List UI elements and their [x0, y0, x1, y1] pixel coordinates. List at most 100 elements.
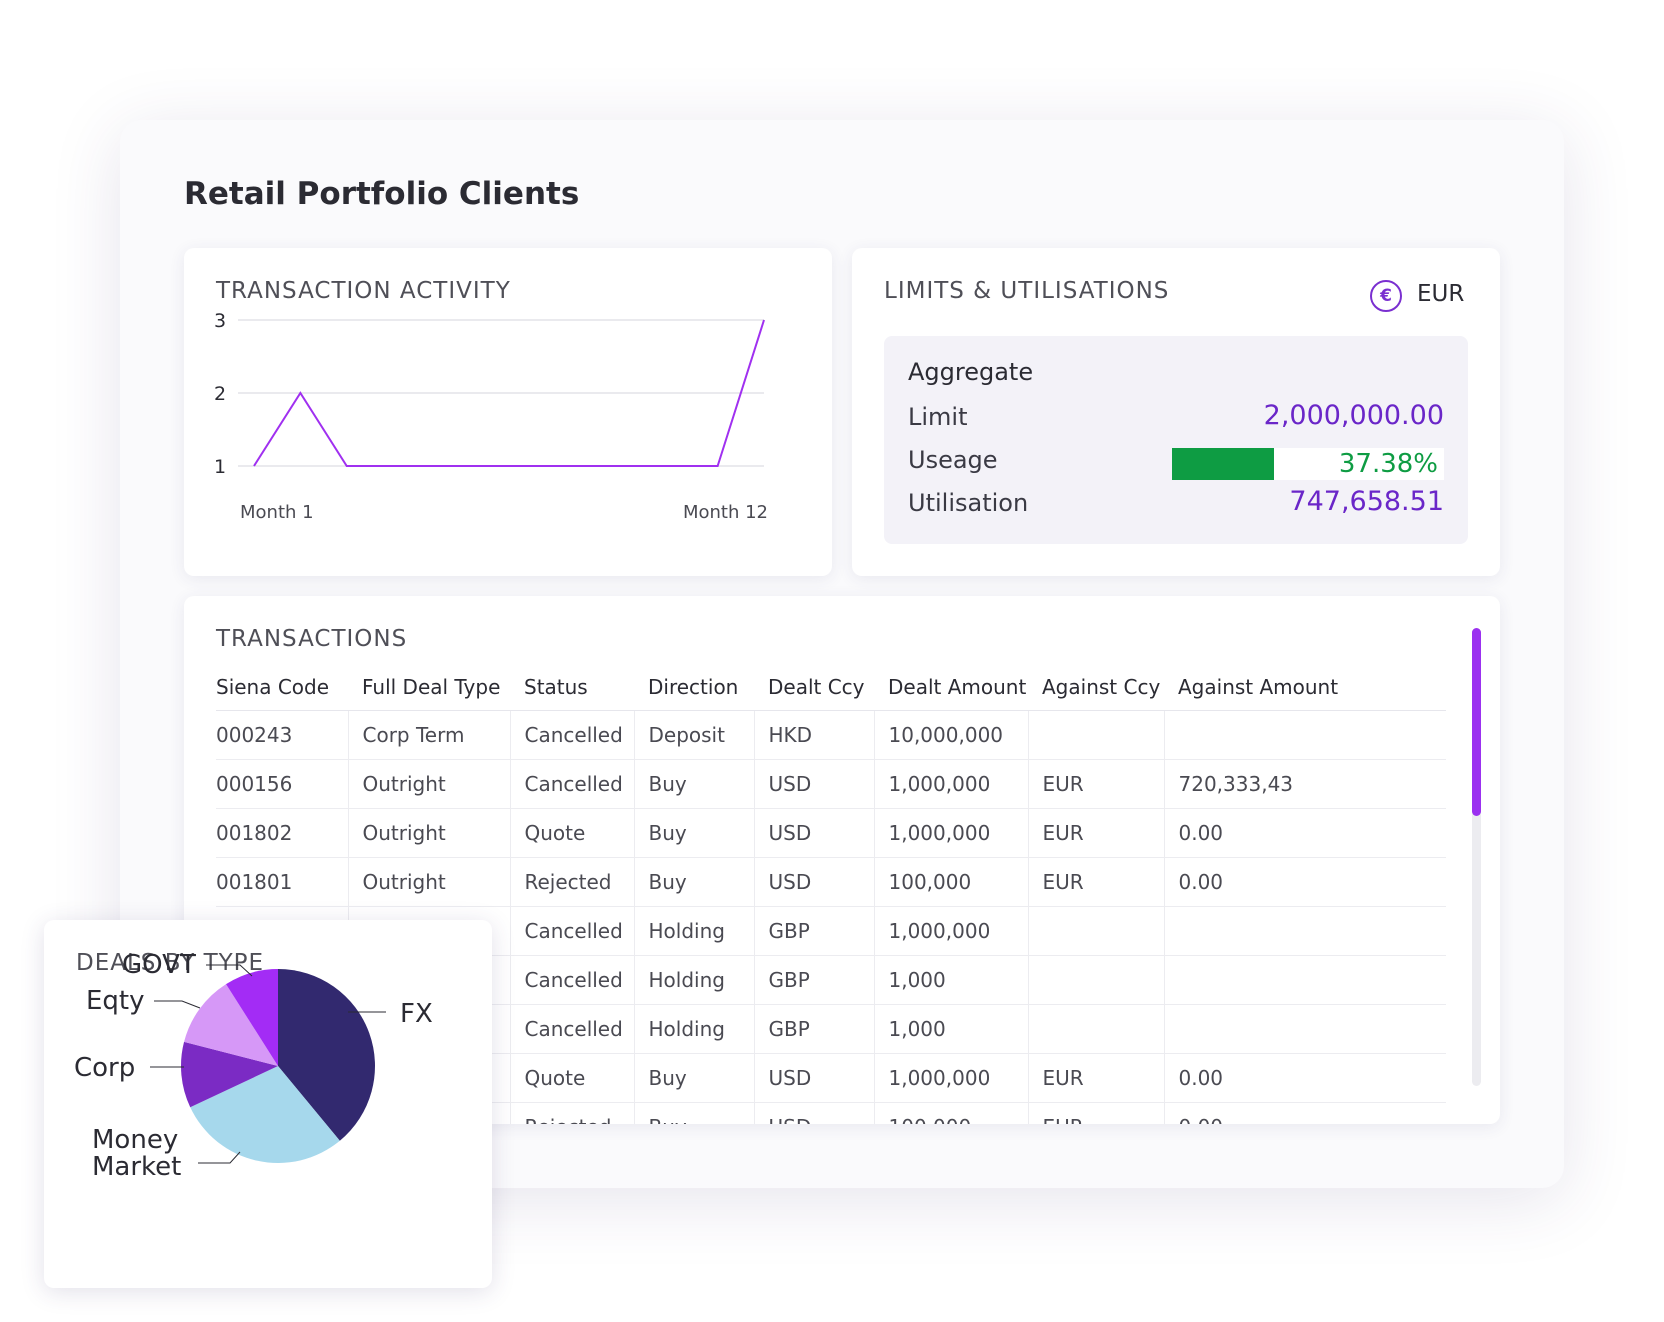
table-cell: Outright [347, 759, 510, 809]
page-title: Retail Portfolio Clients [184, 176, 580, 212]
pie-leader-line [198, 1151, 241, 1164]
pie-slice [190, 1066, 340, 1163]
limit-value: 2,000,000.00 [1263, 400, 1444, 431]
table-cell: Holding [633, 906, 754, 956]
pie-slice [181, 1041, 278, 1108]
limits-heading: LIMITS & UTILISATIONS [884, 278, 1170, 304]
table-cell: GBP [753, 955, 874, 1005]
table-body: 000243 Corp Term Cancelled Deposit HKD 10,000… [216, 710, 1446, 1124]
usage-bar: 37.38% [1172, 448, 1444, 480]
table-cell [1027, 955, 1164, 1005]
column-header[interactable]: Direction [634, 664, 754, 711]
pie-leader-line [206, 964, 253, 977]
pie-label: Money Market [92, 1125, 181, 1182]
table-row[interactable]: 000156 Outright Cancelled Buy USD 1,000,000 EU… [216, 759, 1446, 809]
table-cell: EUR [1027, 857, 1164, 907]
transaction-activity-panel: TRANSACTION ACTIVITY 1 2 3 Month 1 Month 12 [184, 248, 832, 576]
aggregate-title: Aggregate [908, 358, 1034, 386]
table-row[interactable]: 000243 Corp Term Cancelled Deposit HKD 10,000… [216, 710, 1446, 760]
pie-slice [184, 984, 278, 1066]
usage-bar-fill [1172, 448, 1274, 480]
table-cell: 0.00 [1163, 857, 1446, 907]
table-cell: Rejected [509, 1102, 634, 1124]
activity-line [253, 319, 765, 467]
limit-label: Limit [908, 403, 968, 431]
table-cell: 1,000 [873, 955, 1028, 1005]
table-cell: 0.00 [1163, 1053, 1446, 1103]
table-cell: 1,000,000 [873, 1053, 1028, 1103]
pie-slice [226, 969, 278, 1066]
table-cell: Cancelled [509, 955, 634, 1005]
table-cell: Corp Term [347, 710, 510, 760]
table-cell [1027, 710, 1164, 760]
table-cell: Cancelled [509, 710, 634, 760]
scrollbar-thumb[interactable] [1472, 628, 1481, 816]
pie-label: Eqty [86, 986, 145, 1016]
table-cell: 000243 [216, 710, 348, 760]
table-row[interactable]: 001802 Outright Quote Buy USD 1,000,000 EUR 0.0… [216, 808, 1446, 858]
table-cell: GBP [753, 1004, 874, 1054]
pie-label: Corp [74, 1053, 135, 1083]
table-cell: GBP [753, 906, 874, 956]
deals-by-type-panel: DEALS BY TYPE FX Money Market Corp Eqty GOVT [44, 920, 492, 1288]
table-cell: Rejected [509, 857, 634, 907]
table-cell: USD [753, 759, 874, 809]
table-cell: 1,000 [873, 1004, 1028, 1054]
transactions-panel: TRANSACTIONS Siena Code Full Deal Type Sta… [184, 596, 1500, 1124]
table-cell: 001801 [216, 857, 348, 907]
table-cell: USD [753, 1102, 874, 1124]
table-cell: Buy [633, 1102, 754, 1124]
table-cell: 000156 [216, 759, 348, 809]
transactions-table: Siena Code Full Deal Type Status Direction D… [216, 664, 1446, 1124]
column-header[interactable]: Dealt Amount [874, 664, 1028, 711]
table-cell: Buy [633, 808, 754, 858]
column-header[interactable]: Against Ccy [1028, 664, 1164, 711]
column-header[interactable]: Full Deal Type [348, 664, 510, 711]
table-cell: 1,000,000 [873, 759, 1028, 809]
y-tick-label: 1 [214, 456, 226, 478]
scrollbar-track[interactable] [1472, 628, 1481, 1086]
euro-icon: € [1370, 280, 1402, 312]
table-cell: Outright [347, 808, 510, 858]
table-cell: EUR [1027, 1102, 1164, 1124]
table-cell: Buy [633, 1053, 754, 1103]
table-row[interactable]: 001801 Outright Rejected Buy USD 100,000 EUR 0.… [216, 857, 1446, 907]
y-tick-label: 3 [214, 310, 226, 332]
table-cell: Cancelled [509, 906, 634, 956]
table-cell: Quote [509, 808, 634, 858]
table-cell: 100,000 [873, 1102, 1028, 1124]
column-header[interactable]: Status [510, 664, 634, 711]
usage-label: Useage [908, 446, 998, 474]
utilisation-label: Utilisation [908, 489, 1029, 517]
table-cell [1027, 1004, 1164, 1054]
x-tick-label: Month 1 [240, 502, 314, 523]
table-cell: 720,333,43 [1163, 759, 1446, 809]
deals-heading: DEALS BY TYPE [76, 950, 265, 976]
pie-label: FX [400, 999, 433, 1029]
transaction-activity-chart: 1 2 3 Month 1 Month 12 [214, 310, 768, 523]
table-cell: Buy [633, 857, 754, 907]
table-cell: 001802 [216, 808, 348, 858]
table-cell: 1,000,000 [873, 906, 1028, 956]
utilisation-value: 747,658.51 [1289, 486, 1444, 517]
column-header[interactable]: Siena Code [216, 664, 348, 711]
column-header[interactable]: Dealt Ccy [754, 664, 874, 711]
table-cell: Cancelled [509, 1004, 634, 1054]
table-cell: Quote [509, 1053, 634, 1103]
table-header-row: Siena Code Full Deal Type Status Direction D… [216, 664, 1446, 711]
aggregate-box: Aggregate Limit 2,000,000.00 Useage 37.3… [884, 336, 1468, 544]
table-cell: EUR [1027, 1053, 1164, 1103]
deals-pie-chart: FX Money Market Corp Eqty GOVT [74, 950, 433, 1182]
table-cell: Deposit [633, 710, 754, 760]
table-cell [1027, 906, 1164, 956]
column-header[interactable]: Against Amount [1164, 664, 1446, 711]
pie-label: GOVT [122, 950, 196, 980]
table-cell: 1,000,000 [873, 808, 1028, 858]
table-cell: USD [753, 1053, 874, 1103]
currency-label: EUR [1417, 281, 1465, 307]
table-cell: 100,000 [873, 857, 1028, 907]
table-cell [1163, 906, 1446, 956]
table-cell: Holding [633, 1004, 754, 1054]
table-cell: USD [753, 808, 874, 858]
table-cell: EUR [1027, 808, 1164, 858]
